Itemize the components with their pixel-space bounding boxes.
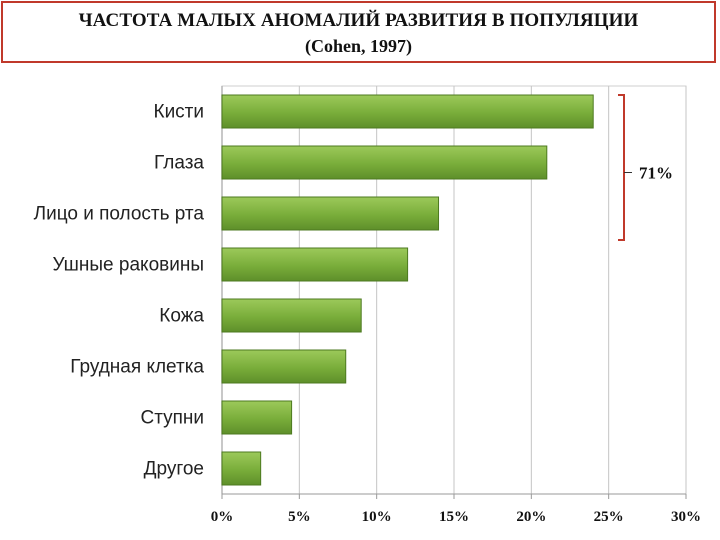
x-tick-label: 25% (594, 509, 624, 525)
bar (221, 145, 548, 180)
category-label: Ушные раковины (52, 255, 204, 276)
chart-title: ЧАСТОТА МАЛЫХ АНОМАЛИЙ РАЗВИТИЯ В ПОПУЛЯ… (78, 10, 639, 31)
bar (221, 349, 347, 384)
bar (221, 196, 440, 231)
category-label: Кожа (159, 306, 204, 327)
category-label: Кисти (154, 102, 205, 123)
bracket (618, 94, 625, 241)
x-tick-label: 5% (288, 509, 311, 525)
bar (221, 400, 293, 435)
x-tick-label: 15% (439, 509, 469, 525)
category-label: Глаза (154, 153, 204, 174)
annotation-layer: 71% (618, 94, 673, 241)
category-label: Другое (144, 459, 204, 480)
x-tick-label: 0% (211, 509, 234, 525)
annotation-label: 71% (639, 164, 673, 183)
x-axis-tick-labels: 0% 5% 10% 15% 20% 25% 30% (211, 509, 701, 525)
category-label: Лицо и полость рта (34, 204, 205, 225)
bars-layer (221, 94, 594, 486)
x-tick-label: 20% (516, 509, 546, 525)
bar (221, 247, 409, 282)
bar (221, 298, 362, 333)
category-labels: Кисти Глаза Лицо и полость рта Ушные ракови… (34, 102, 205, 480)
x-tick-label: 30% (671, 509, 701, 525)
bar (221, 451, 262, 486)
category-label: Ступни (140, 408, 204, 429)
chart-subtitle: (Cohen, 1997) (305, 36, 412, 56)
category-label: Грудная клетка (70, 357, 204, 378)
bar (221, 94, 594, 129)
title-box: ЧАСТОТА МАЛЫХ АНОМАЛИЙ РАЗВИТИЯ В ПОПУЛЯ… (1, 1, 716, 63)
x-tick-label: 10% (362, 509, 392, 525)
